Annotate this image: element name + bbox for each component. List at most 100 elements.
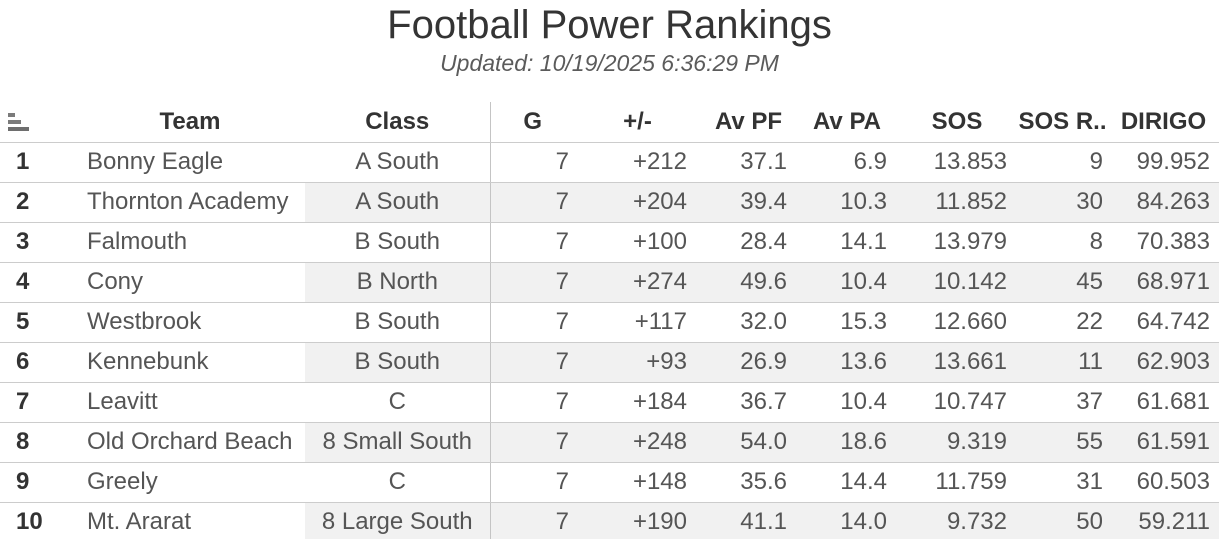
cell-sosr: 22 [1017, 302, 1108, 343]
cell-sos: 11.852 [897, 182, 1017, 223]
column-header-dirigo[interactable]: DIRIGO [1108, 102, 1219, 143]
cell-avpf: 37.1 [700, 142, 797, 183]
cell-dirigo: 62.903 [1108, 342, 1219, 383]
cell-avpf: 36.7 [700, 382, 797, 423]
cell-sosr: 37 [1017, 382, 1108, 423]
table-body: 1 Bonny Eagle A South 7 +212 37.1 6.9 13.853 9 99… [0, 142, 1219, 539]
table-row: 5 Westbrook B South 7 +117 32.0 15.3 12.660 22 64… [0, 302, 1219, 343]
cell-avpa: 10.4 [797, 382, 897, 423]
cell-avpf: 32.0 [700, 302, 797, 343]
table-row: 1 Bonny Eagle A South 7 +212 37.1 6.9 13.853 9 99… [0, 142, 1219, 183]
cell-pm: +184 [575, 382, 700, 423]
cell-team: Falmouth [75, 222, 305, 263]
cell-g: 7 [489, 222, 575, 263]
cell-class: B South [305, 302, 490, 343]
cell-pm: +117 [575, 302, 700, 343]
cell-avpf: 54.0 [700, 422, 797, 463]
cell-g: 7 [489, 182, 575, 223]
cell-sos: 13.853 [897, 142, 1017, 183]
cell-dirigo: 64.742 [1108, 302, 1219, 343]
column-header-sos[interactable]: SOS [897, 102, 1017, 143]
table-row: 9 Greely C 7 +148 35.6 14.4 11.759 31 60.503 [0, 462, 1219, 503]
cell-g: 7 [489, 422, 575, 463]
cell-sos: 10.142 [897, 262, 1017, 303]
cell-rank: 5 [0, 302, 75, 343]
cell-sosr: 11 [1017, 342, 1108, 383]
column-header-team[interactable]: Team [75, 102, 305, 143]
cell-sosr: 8 [1017, 222, 1108, 263]
page-title: Football Power Rankings [387, 3, 832, 47]
cell-sos: 9.732 [897, 502, 1017, 539]
cell-dirigo: 60.503 [1108, 462, 1219, 503]
cell-pm: +204 [575, 182, 700, 223]
cell-sos: 13.661 [897, 342, 1017, 383]
column-header-games[interactable]: G [489, 102, 575, 143]
cell-avpa: 18.6 [797, 422, 897, 463]
cell-class: 8 Small South [305, 422, 490, 463]
cell-avpf: 28.4 [700, 222, 797, 263]
cell-g: 7 [489, 262, 575, 303]
cell-g: 7 [489, 502, 575, 539]
cell-sosr: 30 [1017, 182, 1108, 223]
table-row: 3 Falmouth B South 7 +100 28.4 14.1 13.979 8 70.3… [0, 222, 1219, 263]
table-row: 4 Cony B North 7 +274 49.6 10.4 10.142 45 68.971 [0, 262, 1219, 303]
cell-sos: 13.979 [897, 222, 1017, 263]
cell-dirigo: 68.971 [1108, 262, 1219, 303]
column-header-sos-rank[interactable]: SOS R.. [1017, 102, 1108, 143]
column-header-rank[interactable] [0, 102, 75, 143]
cell-class: B North [305, 262, 490, 303]
cell-dirigo: 61.681 [1108, 382, 1219, 423]
cell-rank: 2 [0, 182, 75, 223]
cell-avpa: 14.1 [797, 222, 897, 263]
cell-sosr: 9 [1017, 142, 1108, 183]
column-header-av-pf[interactable]: Av PF [700, 102, 797, 143]
sort-ascending-icon[interactable] [8, 112, 30, 132]
cell-pm: +100 [575, 222, 700, 263]
cell-team: Cony [75, 262, 305, 303]
cell-sosr: 31 [1017, 462, 1108, 503]
cell-team: Bonny Eagle [75, 142, 305, 183]
column-header-av-pa[interactable]: Av PA [797, 102, 897, 143]
cell-sosr: 45 [1017, 262, 1108, 303]
cell-pm: +93 [575, 342, 700, 383]
cell-avpa: 6.9 [797, 142, 897, 183]
rankings-table: Team Class G +/- Av PF Av PA SOS SOS R..… [0, 102, 1219, 539]
cell-class: B South [305, 342, 490, 383]
cell-avpa: 15.3 [797, 302, 897, 343]
cell-class: 8 Large South [305, 502, 490, 539]
updated-timestamp: Updated: 10/19/2025 6:36:29 PM [440, 50, 779, 76]
cell-avpa: 14.0 [797, 502, 897, 539]
cell-pm: +212 [575, 142, 700, 183]
cell-avpa: 13.6 [797, 342, 897, 383]
cell-avpf: 39.4 [700, 182, 797, 223]
cell-dirigo: 59.211 [1108, 502, 1219, 539]
cell-avpa: 10.4 [797, 262, 897, 303]
cell-dirigo: 84.263 [1108, 182, 1219, 223]
table-row: 7 Leavitt C 7 +184 36.7 10.4 10.747 37 61.681 [0, 382, 1219, 423]
cell-sosr: 55 [1017, 422, 1108, 463]
cell-team: Greely [75, 462, 305, 503]
cell-pm: +148 [575, 462, 700, 503]
cell-rank: 4 [0, 262, 75, 303]
column-header-class[interactable]: Class [305, 102, 490, 143]
cell-avpf: 26.9 [700, 342, 797, 383]
cell-g: 7 [489, 342, 575, 383]
cell-avpf: 41.1 [700, 502, 797, 539]
cell-team: Thornton Academy [75, 182, 305, 223]
cell-class: C [305, 462, 490, 503]
cell-dirigo: 61.591 [1108, 422, 1219, 463]
column-header-plus-minus[interactable]: +/- [575, 102, 700, 143]
cell-sosr: 50 [1017, 502, 1108, 539]
cell-rank: 10 [0, 502, 75, 539]
table-row: 10 Mt. Ararat 8 Large South 7 +190 41.1 14.0 9.… [0, 502, 1219, 539]
cell-sos: 9.319 [897, 422, 1017, 463]
cell-pm: +248 [575, 422, 700, 463]
table-row: 8 Old Orchard Beach 8 Small South 7 +248 54.0… [0, 422, 1219, 463]
cell-g: 7 [489, 302, 575, 343]
cell-avpf: 35.6 [700, 462, 797, 503]
table-row: 2 Thornton Academy A South 7 +204 39.4 10.3 11.… [0, 182, 1219, 223]
cell-team: Leavitt [75, 382, 305, 423]
cell-team: Kennebunk [75, 342, 305, 383]
cell-dirigo: 70.383 [1108, 222, 1219, 263]
